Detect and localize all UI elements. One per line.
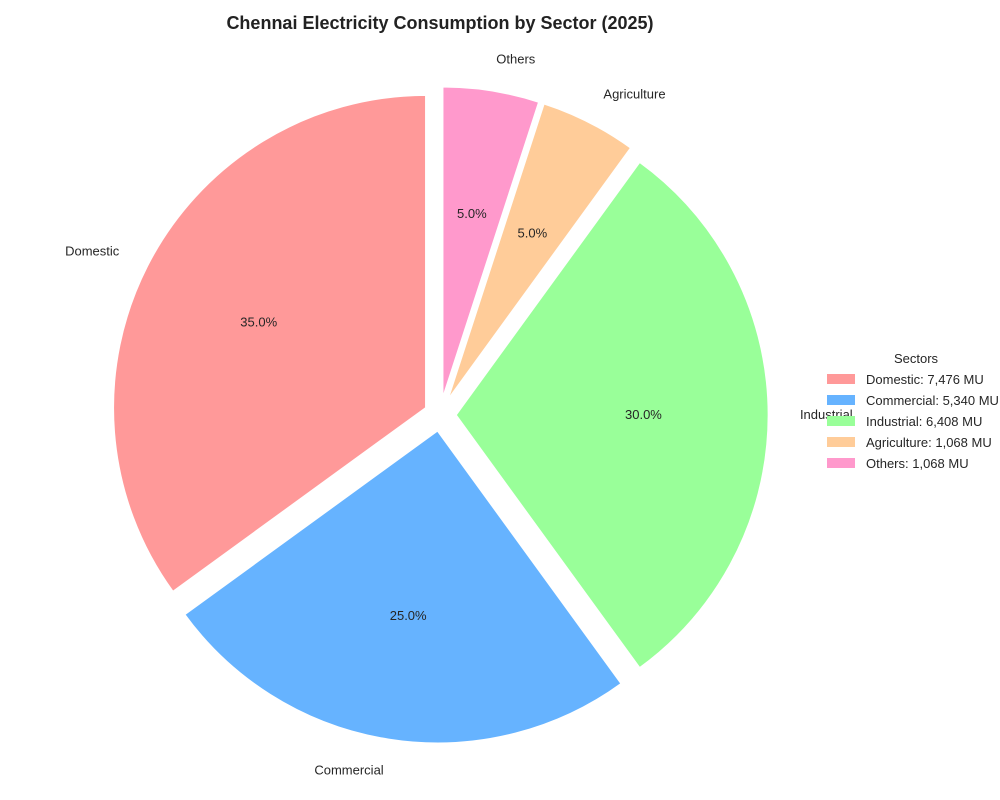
slice-label-agriculture: Agriculture xyxy=(603,86,665,101)
legend-entry-industrial: Industrial: 6,408 MU xyxy=(866,414,982,429)
slice-label-others: Others xyxy=(496,51,536,66)
pie-slice-commercial xyxy=(182,429,623,745)
legend: Sectors Domestic: 7,476 MU Commercial: 5,… xyxy=(827,351,999,471)
legend-entry-domestic: Domestic: 7,476 MU xyxy=(866,372,984,387)
legend-swatch-agriculture xyxy=(827,437,855,447)
percent-label-commercial: 25.0% xyxy=(390,608,427,623)
percent-label-domestic: 35.0% xyxy=(240,315,277,330)
legend-swatch-commercial xyxy=(827,395,855,405)
legend-swatch-industrial xyxy=(827,416,855,426)
chart-title: Chennai Electricity Consumption by Secto… xyxy=(226,13,653,33)
percent-label-industrial: 30.0% xyxy=(625,407,662,422)
slice-label-domestic: Domestic xyxy=(65,244,120,259)
pie-slice-agriculture xyxy=(446,102,633,402)
pie-slice-domestic xyxy=(112,93,428,594)
percent-label-others: 5.0% xyxy=(457,206,487,221)
pie-slice-industrial xyxy=(454,160,770,670)
legend-entry-agriculture: Agriculture: 1,068 MU xyxy=(866,435,992,450)
legend-swatch-others xyxy=(827,458,855,468)
slices-layer xyxy=(112,85,770,745)
legend-title: Sectors xyxy=(894,351,939,366)
percent-label-agriculture: 5.0% xyxy=(518,226,548,241)
pie-slice-others xyxy=(441,85,541,400)
legend-entry-others: Others: 1,068 MU xyxy=(866,456,969,471)
legend-entry-commercial: Commercial: 5,340 MU xyxy=(866,393,999,408)
slice-label-commercial: Commercial xyxy=(314,763,383,778)
legend-swatch-domestic xyxy=(827,374,855,384)
labels-layer: Domestic35.0%Commercial25.0%Industrial30… xyxy=(65,51,853,777)
